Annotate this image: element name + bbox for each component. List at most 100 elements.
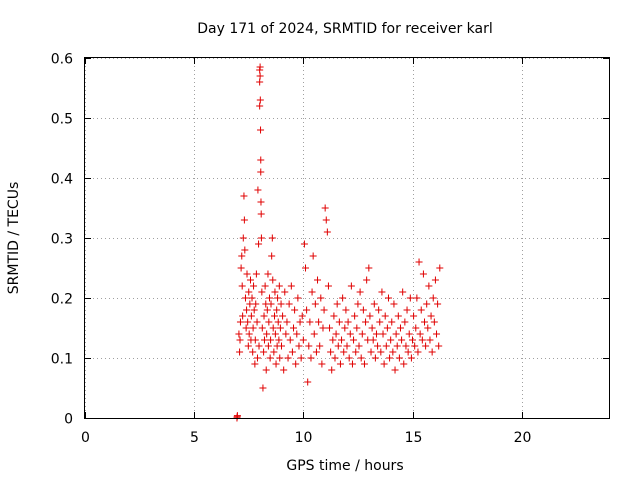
data-point (312, 348, 320, 356)
data-point (382, 342, 390, 350)
data-point (277, 300, 285, 308)
data-point (366, 312, 374, 320)
data-point (332, 330, 340, 338)
data-point (341, 324, 349, 332)
x-tick-label: 15 (405, 430, 423, 446)
data-point (246, 300, 254, 308)
data-point (259, 384, 267, 392)
data-point (233, 412, 241, 420)
data-point (272, 360, 280, 368)
data-point (251, 336, 259, 344)
data-point (323, 228, 331, 236)
data-point (395, 354, 403, 362)
data-point (288, 348, 296, 356)
data-point (377, 348, 385, 356)
data-point (430, 318, 438, 326)
data-point (329, 336, 337, 344)
data-point (235, 330, 243, 338)
data-point (256, 96, 264, 104)
data-point (328, 366, 336, 374)
data-point (254, 186, 262, 194)
data-point (238, 282, 246, 290)
data-point (240, 216, 248, 224)
data-point (257, 210, 265, 218)
data-point (436, 264, 444, 272)
data-point (375, 306, 383, 314)
data-point (242, 324, 250, 332)
data-point (353, 324, 361, 332)
data-point (394, 312, 402, 320)
data-point (399, 288, 407, 296)
data-point (257, 198, 265, 206)
data-point (404, 348, 412, 356)
data-point (244, 342, 252, 350)
data-point (256, 102, 264, 110)
data-point (426, 336, 434, 344)
data-point (282, 330, 290, 338)
data-point (429, 294, 437, 302)
data-point (265, 294, 273, 302)
data-point (307, 354, 315, 362)
data-point (266, 354, 274, 362)
data-point (257, 168, 265, 176)
data-point (273, 306, 281, 314)
data-point (405, 330, 413, 338)
data-point (314, 276, 322, 284)
data-point (281, 288, 289, 296)
data-point (371, 354, 379, 362)
grid-layer (85, 58, 609, 419)
data-point (324, 282, 332, 290)
data-point (422, 342, 430, 350)
data-point (319, 324, 327, 332)
data-point (346, 330, 354, 338)
data-point (396, 324, 404, 332)
data-point (271, 288, 279, 296)
data-point (284, 354, 292, 362)
data-point (263, 330, 271, 338)
data-point (239, 312, 247, 320)
data-point (285, 300, 293, 308)
data-point (350, 336, 358, 344)
data-point (237, 264, 245, 272)
data-point (365, 264, 373, 272)
data-point (253, 318, 261, 326)
data-point (249, 324, 257, 332)
data-point (356, 288, 364, 296)
data-point (424, 324, 432, 332)
data-point (247, 312, 255, 320)
data-point (428, 348, 436, 356)
y-tick-label: 0.2 (51, 292, 73, 308)
y-tick-label: 0.4 (51, 172, 73, 188)
data-point (256, 72, 264, 80)
data-point (374, 342, 382, 350)
data-point (407, 354, 415, 362)
data-point (320, 306, 328, 314)
data-point (318, 360, 326, 368)
data-point (415, 258, 423, 266)
y-tick-label: 0 (64, 412, 73, 428)
data-point (435, 342, 443, 350)
data-point (255, 240, 263, 248)
y-tick-label: 0.6 (51, 52, 73, 68)
data-point (241, 294, 249, 302)
data-point (331, 354, 339, 362)
data-point (262, 366, 270, 374)
data-point (363, 276, 371, 284)
data-point (291, 306, 299, 314)
data-point (267, 300, 275, 308)
data-point (347, 282, 355, 290)
data-point (271, 330, 279, 338)
data-point (322, 216, 330, 224)
data-point (369, 336, 377, 344)
data-point (263, 306, 271, 314)
y-tick-label: 0.1 (51, 352, 73, 368)
data-point (290, 324, 298, 332)
data-point (300, 240, 308, 248)
data-point (370, 300, 378, 308)
x-tick-label: 5 (190, 430, 199, 446)
data-point (293, 330, 301, 338)
axis-layer: 0 0.1 0.2 0.3 0.4 0.5 0.6 0 5 10 15 20 (51, 52, 609, 446)
data-point (413, 294, 421, 302)
data-point (236, 348, 244, 356)
